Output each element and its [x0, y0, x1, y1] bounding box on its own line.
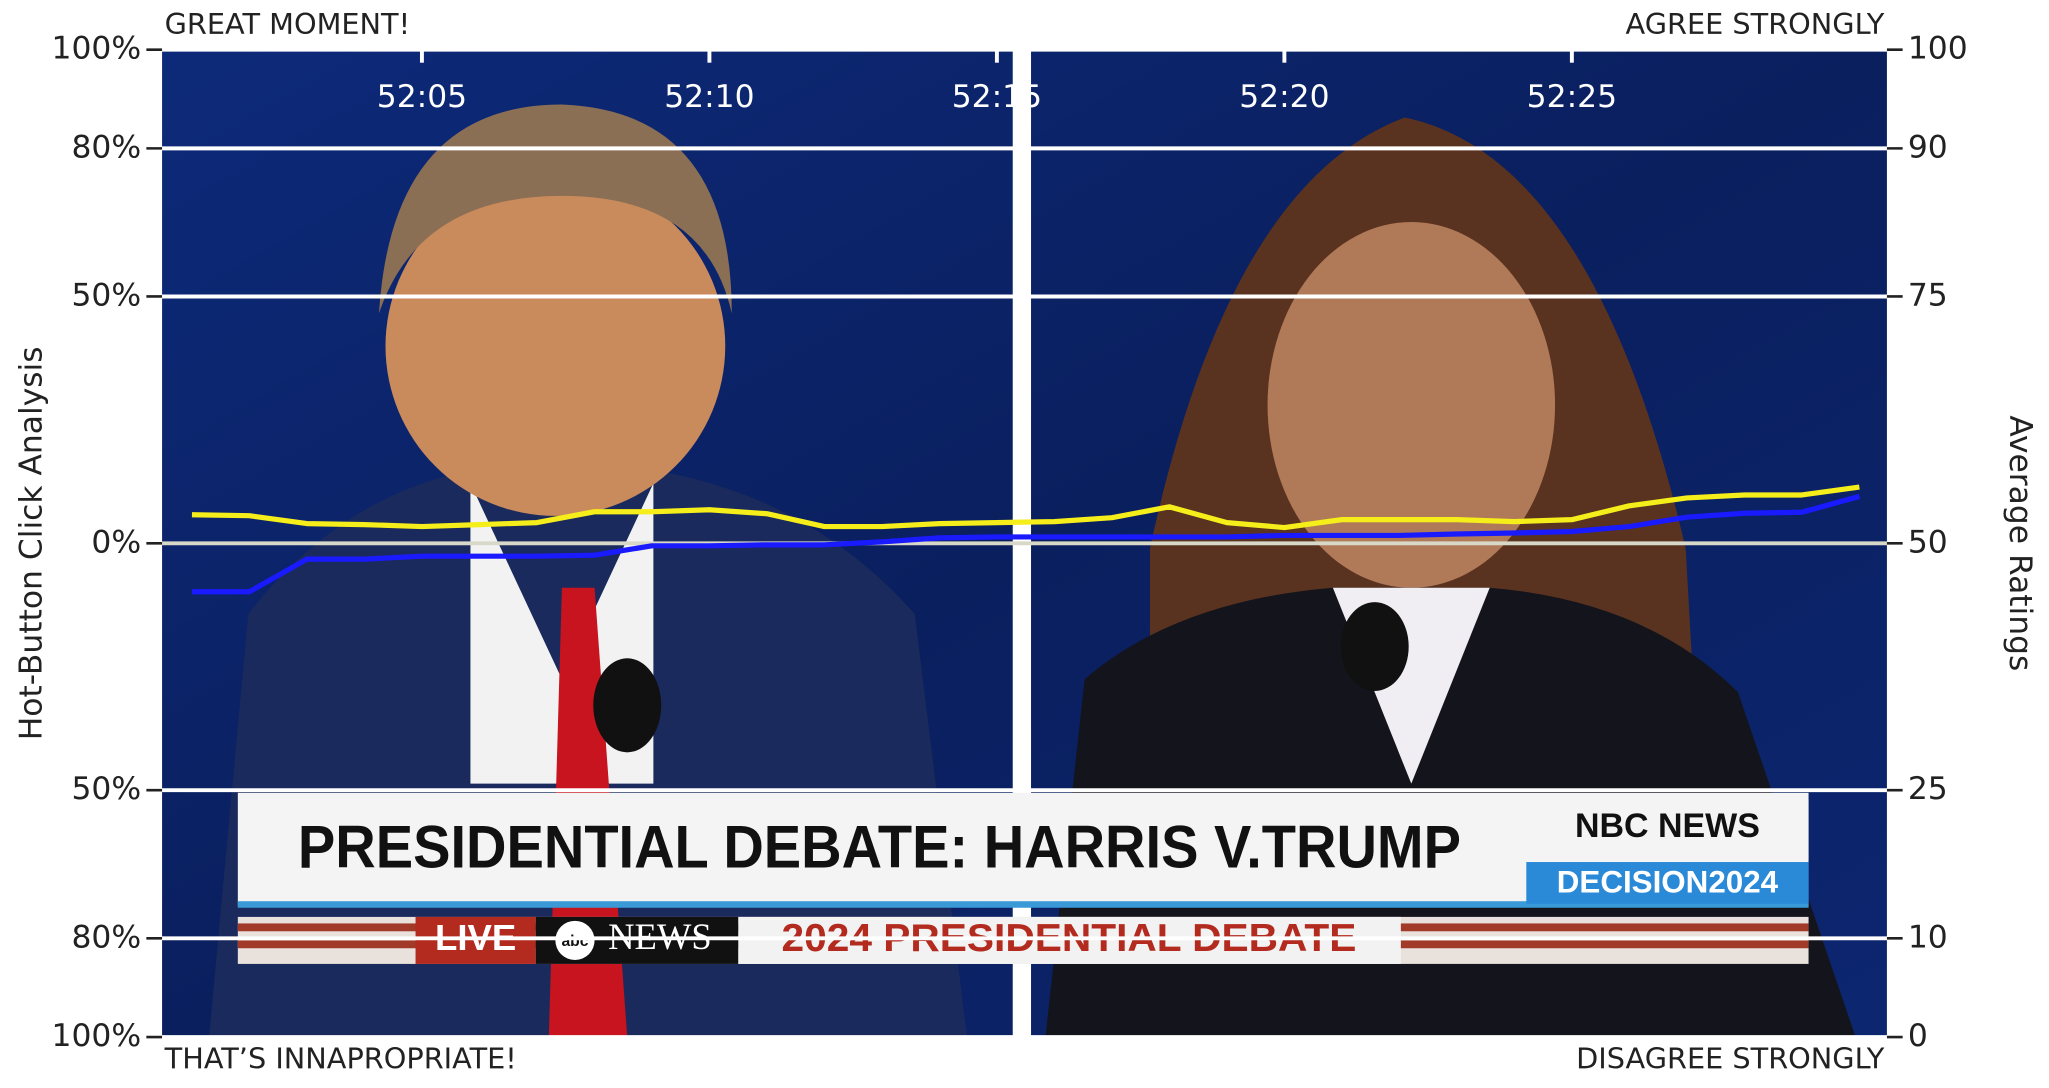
annotation: DISAGREE STRONGLY	[1576, 1042, 1885, 1076]
x-tick-label: 52:25	[1527, 79, 1617, 115]
annotation: THAT’S INNAPROPRIATE!	[164, 1042, 517, 1076]
y-axis-label: Hot-Button Click Analysis	[14, 346, 50, 740]
y-tick-label: 100%	[51, 31, 141, 67]
x-tick-label: 52:20	[1239, 79, 1329, 115]
y2-tick-label: 100	[1908, 31, 1968, 67]
x-tick-label: 52:15	[952, 79, 1042, 115]
annotation: AGREE STRONGLY	[1626, 7, 1885, 41]
x-tick-label: 52:05	[377, 79, 467, 115]
plot-layer: 100% 80% 50% 0% 50% 80% 100% 0 10 25 50 75 90 100 52:0…	[51, 31, 1967, 1054]
election-tag: DECISION2024	[1557, 865, 1779, 900]
annotation: GREAT MOMENT!	[165, 7, 410, 41]
video-frame: PRESIDENTIAL DEBATE: HARRIS V.TRUMP NBC …	[162, 49, 1887, 1038]
y-tick-label: 100%	[51, 1018, 141, 1054]
x-tick-label: 52:10	[664, 79, 754, 115]
y2-tick-label: 90	[1908, 129, 1948, 165]
y-tick-label: 0%	[91, 524, 141, 560]
y2-axis-label: Average Ratings	[2002, 415, 2038, 671]
series-line	[191, 484, 1860, 531]
y2-tick-label: 0	[1908, 1018, 1928, 1054]
y2-tick-label: 10	[1908, 919, 1948, 955]
y2-tick-label: 50	[1908, 524, 1948, 560]
network-logo: NBC NEWS	[1575, 807, 1760, 845]
y-tick-label: 50%	[71, 771, 141, 807]
y-tick-label: 50%	[71, 277, 141, 313]
y-tick-label: 80%	[71, 129, 141, 165]
abc-logo: abc	[561, 933, 588, 950]
y2-tick-label: 75	[1908, 277, 1948, 313]
headline: PRESIDENTIAL DEBATE: HARRIS V.TRUMP	[298, 813, 1461, 880]
abc-news: NEWS	[608, 916, 712, 957]
y-tick-label: 80%	[71, 919, 141, 955]
series-line	[191, 493, 1861, 595]
y2-tick-label: 25	[1908, 771, 1948, 807]
